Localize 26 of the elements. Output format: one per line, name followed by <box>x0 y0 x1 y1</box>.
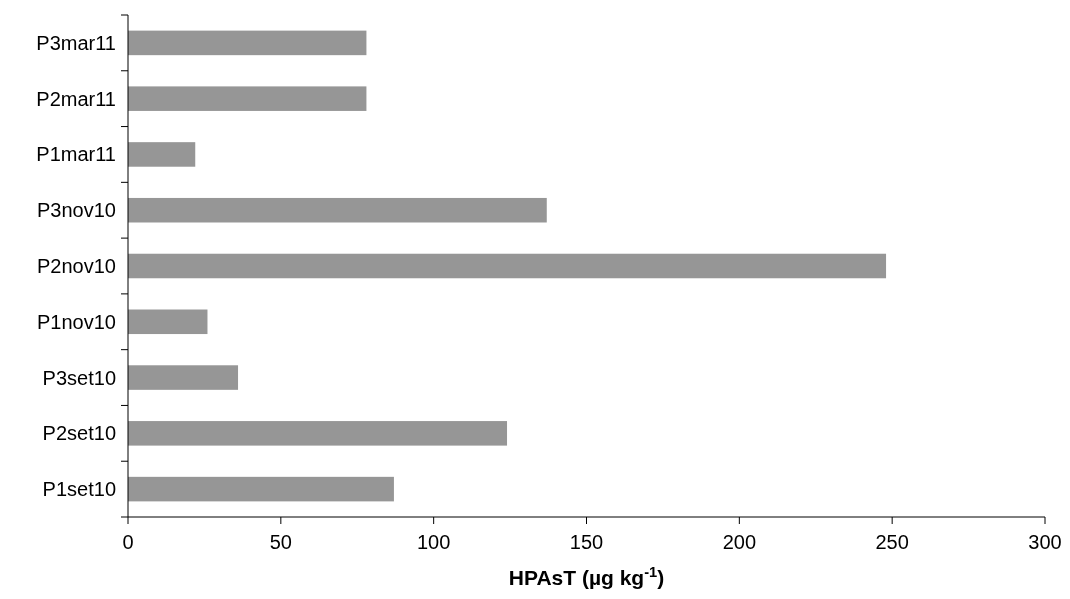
x-tick-label: 0 <box>122 531 134 553</box>
x-axis-title: HPAsT (µg kg$^{-1}$) <box>508 564 665 589</box>
y-tick-label: P1set10 <box>42 478 116 501</box>
bar <box>128 253 887 279</box>
x-tick-label: 100 <box>416 531 451 553</box>
y-tick-label: P2nov10 <box>37 255 116 277</box>
y-tick-label: P2mar11 <box>36 87 116 110</box>
x-tick-label: 300 <box>1028 531 1062 553</box>
x-tick-label: 150 <box>569 531 604 553</box>
bar <box>128 30 367 56</box>
x-tick-label: 250 <box>875 531 909 553</box>
y-tick-label: P3nov10 <box>37 199 116 222</box>
y-tick-label: P3mar11 <box>36 31 116 54</box>
y-tick-label: P1nov10 <box>37 310 116 333</box>
y-tick-label: P2set10 <box>42 422 116 445</box>
bar <box>128 197 547 223</box>
bar <box>128 309 208 335</box>
bar <box>128 142 196 167</box>
bar <box>128 476 394 502</box>
x-tick-label: 200 <box>722 531 757 553</box>
x-tick-label: 50 <box>269 531 292 553</box>
bar <box>128 421 508 446</box>
y-tick-label: P1mar11 <box>36 143 116 166</box>
bar <box>128 86 367 111</box>
y-tick-label: P3set10 <box>42 366 116 389</box>
bar <box>128 365 239 390</box>
